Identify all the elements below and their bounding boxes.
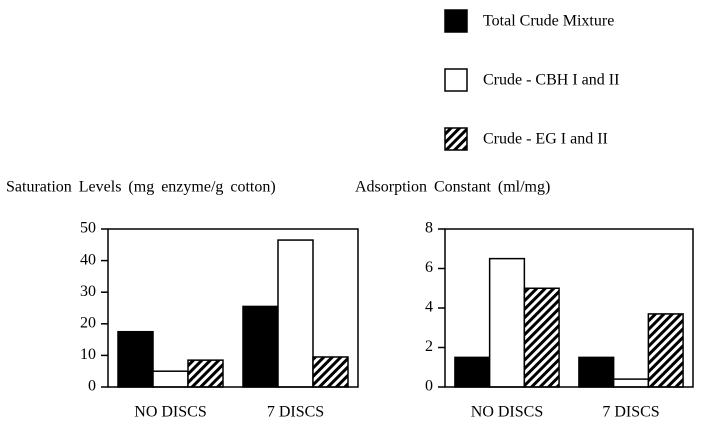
bar (277, 239, 314, 388)
y-tick-label: 0 (88, 378, 96, 395)
bar (647, 313, 684, 388)
plot-frame (107, 228, 359, 388)
y-tick-label: 4 (425, 299, 433, 316)
x-tick-label: NO DISCS (471, 404, 543, 421)
plot-frame (444, 228, 694, 388)
legend-label: Total Crude Mixture (483, 13, 614, 30)
bar (187, 359, 224, 388)
bar (312, 356, 349, 388)
legend-label: Crude - CBH I and II (483, 72, 619, 89)
bar (612, 378, 650, 388)
legend-label: Crude - EG I and II (483, 131, 608, 148)
chart-title: Saturation Levels (mg enzyme/g cotton) (6, 179, 276, 196)
y-tick-label: 20 (80, 314, 96, 331)
y-tick-label: 30 (80, 283, 96, 300)
legend-swatch (444, 9, 468, 33)
x-tick-label: 7 DISCS (267, 404, 324, 421)
y-tick-label: 6 (425, 259, 433, 276)
legend-swatch (444, 68, 468, 92)
bar (117, 330, 154, 388)
bar (488, 257, 526, 388)
bar (242, 305, 279, 388)
x-tick-label: NO DISCS (134, 404, 206, 421)
legend-swatch (444, 127, 468, 151)
bar (523, 287, 560, 388)
y-tick-label: 8 (425, 220, 433, 237)
bar (578, 356, 615, 388)
bar (152, 370, 189, 388)
y-tick-label: 0 (425, 378, 433, 395)
y-tick-label: 2 (425, 338, 433, 355)
chart-title: Adsorption Constant (ml/mg) (355, 179, 550, 196)
y-tick-label: 50 (80, 220, 96, 237)
y-tick-label: 40 (80, 251, 96, 268)
x-tick-label: 7 DISCS (602, 404, 659, 421)
y-tick-label: 10 (80, 346, 96, 363)
bar (454, 356, 491, 388)
